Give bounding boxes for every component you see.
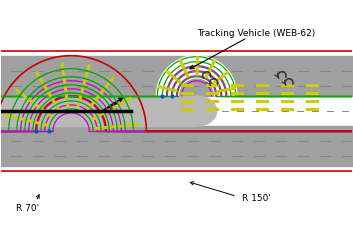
Text: R 150': R 150' [242, 194, 271, 203]
Text: Tracking Vehicle (WEB-62): Tracking Vehicle (WEB-62) [190, 28, 315, 69]
Polygon shape [197, 96, 217, 126]
Text: R 70': R 70' [16, 204, 39, 213]
Polygon shape [156, 56, 237, 96]
